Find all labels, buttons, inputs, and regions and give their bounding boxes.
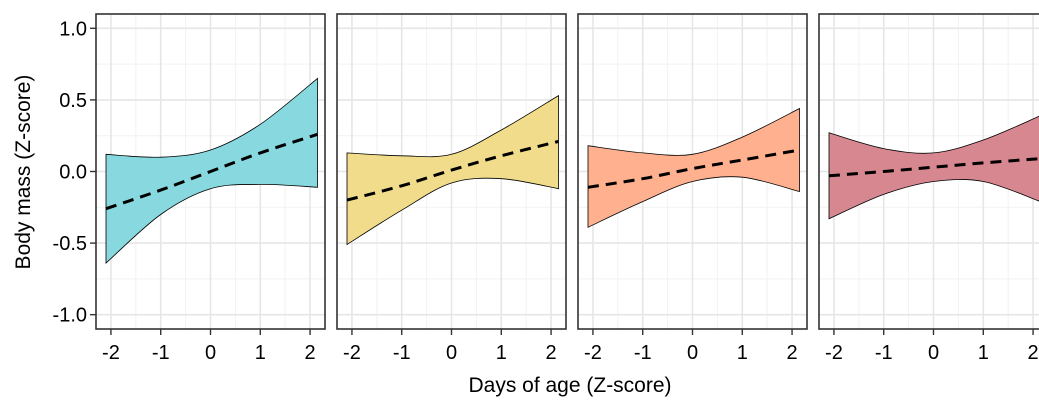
panels-layer	[95, 13, 1039, 330]
fit-line	[828, 157, 1039, 178]
x-tick-label: -2	[102, 342, 120, 364]
x-axis: -2 -1 0 1 2 -2 -1 0 1 2 -2 -1 0 1 2 -2 -1 0 1 2	[102, 329, 1039, 364]
x-tick-label: 1	[255, 342, 266, 364]
x-tick-label: 1	[496, 342, 507, 364]
x-tick-label: 2	[305, 342, 316, 364]
y-axis: -1.0 -0.5 0.0 0.5 1.0	[53, 18, 96, 327]
x-tick-label: -2	[343, 342, 361, 364]
panel-4	[818, 13, 1039, 330]
x-tick-label: 1	[737, 342, 748, 364]
panel-3	[577, 13, 808, 330]
x-tick-label: 2	[1028, 342, 1039, 364]
confidence-band	[587, 107, 800, 228]
x-tick-label: 1	[978, 342, 989, 364]
x-tick-label: -1	[393, 342, 411, 364]
fit-line	[105, 132, 318, 211]
x-tick-label: -2	[584, 342, 602, 364]
x-tick-label: -2	[825, 342, 843, 364]
panel-2	[336, 13, 567, 330]
x-tick-label: -1	[875, 342, 893, 364]
fit-line	[346, 139, 559, 202]
fit-line	[587, 148, 800, 189]
x-tick-label: 0	[446, 342, 457, 364]
x-tick-label: 0	[928, 342, 939, 364]
x-axis-title: Days of age (Z-score)	[468, 374, 671, 397]
x-tick-label: -1	[152, 342, 170, 364]
y-tick-label: 1.0	[59, 18, 87, 40]
x-tick-label: 0	[687, 342, 698, 364]
y-tick-label: -1.0	[53, 305, 87, 327]
x-tick-label: 2	[787, 342, 798, 364]
confidence-band	[828, 115, 1039, 220]
x-tick-label: 0	[205, 342, 216, 364]
y-tick-label: 0.5	[59, 90, 87, 112]
y-tick-label: -0.5	[53, 233, 87, 255]
x-tick-label: 2	[546, 342, 557, 364]
x-tick-label: -1	[634, 342, 652, 364]
y-axis-title: Body mass (Z-score)	[12, 75, 35, 270]
y-tick-label: 0.0	[59, 162, 87, 184]
panel-1	[95, 13, 326, 330]
